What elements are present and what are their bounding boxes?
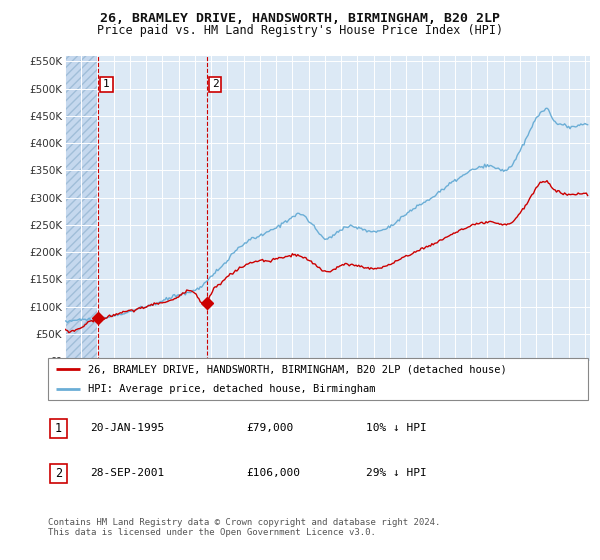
Text: HPI: Average price, detached house, Birmingham: HPI: Average price, detached house, Birm… — [89, 385, 376, 394]
Text: 20-JAN-1995: 20-JAN-1995 — [90, 423, 164, 433]
Text: Contains HM Land Registry data © Crown copyright and database right 2024.
This d: Contains HM Land Registry data © Crown c… — [48, 518, 440, 538]
Text: 2: 2 — [212, 80, 218, 90]
Text: 28-SEP-2001: 28-SEP-2001 — [90, 468, 164, 478]
Text: £79,000: £79,000 — [246, 423, 293, 433]
Text: Price paid vs. HM Land Registry's House Price Index (HPI): Price paid vs. HM Land Registry's House … — [97, 24, 503, 36]
Text: 26, BRAMLEY DRIVE, HANDSWORTH, BIRMINGHAM, B20 2LP (detached house): 26, BRAMLEY DRIVE, HANDSWORTH, BIRMINGHA… — [89, 365, 507, 374]
Text: 10% ↓ HPI: 10% ↓ HPI — [366, 423, 427, 433]
Text: 26, BRAMLEY DRIVE, HANDSWORTH, BIRMINGHAM, B20 2LP: 26, BRAMLEY DRIVE, HANDSWORTH, BIRMINGHA… — [100, 12, 500, 25]
Text: 1: 1 — [55, 422, 62, 435]
Text: 2: 2 — [55, 466, 62, 480]
FancyBboxPatch shape — [48, 358, 588, 400]
Text: £106,000: £106,000 — [246, 468, 300, 478]
Text: 1: 1 — [103, 80, 110, 90]
Bar — [65, 56, 98, 361]
FancyBboxPatch shape — [50, 419, 67, 438]
FancyBboxPatch shape — [50, 464, 67, 483]
Text: 29% ↓ HPI: 29% ↓ HPI — [366, 468, 427, 478]
